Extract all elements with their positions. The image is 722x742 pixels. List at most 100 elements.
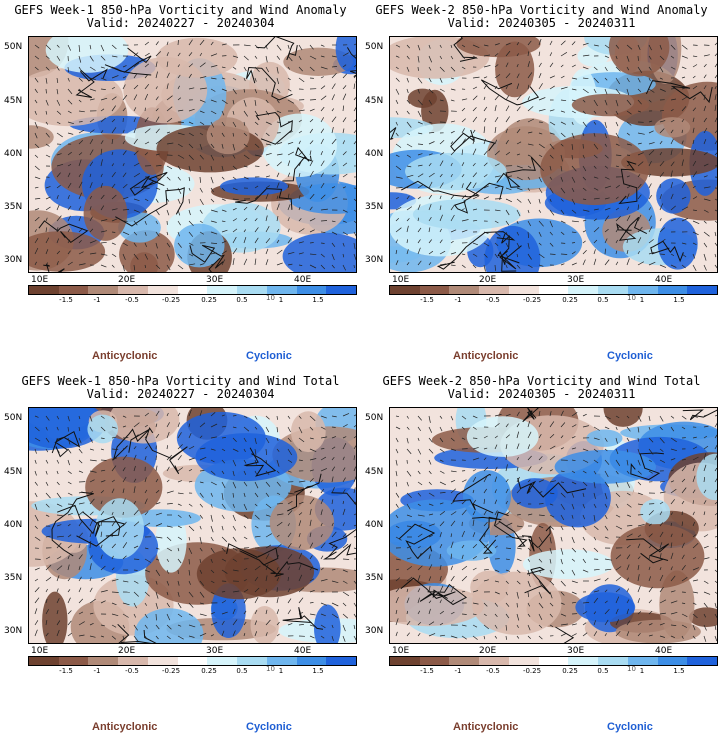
wind-vector (637, 183, 642, 189)
wind-vector (34, 587, 40, 593)
wind-vector (560, 435, 564, 439)
wind-vector (527, 624, 531, 631)
wind-vector (276, 228, 280, 233)
wind-vector (243, 632, 246, 637)
wind-vector (516, 198, 522, 203)
wind-vector (714, 569, 717, 573)
wind-vector (395, 609, 398, 615)
wind-vector (166, 525, 173, 528)
colorbar-unit: 10 (627, 665, 636, 673)
wind-vector (287, 121, 292, 123)
coastline (117, 623, 157, 643)
vorticity-map (28, 407, 357, 644)
wind-vector (199, 231, 204, 235)
wind-vector (34, 525, 38, 529)
wind-vector (659, 491, 666, 494)
wind-vector (34, 578, 39, 582)
wind-vector (439, 599, 442, 604)
wind-vector (450, 553, 453, 560)
wind-vector (395, 459, 398, 466)
coastline (256, 37, 298, 61)
coastline (115, 187, 185, 227)
wind-vector (560, 591, 565, 596)
wind-vector (155, 423, 158, 428)
wind-vector (188, 558, 190, 565)
wind-vector (221, 154, 225, 158)
wind-vector (714, 140, 717, 145)
wind-vector (461, 264, 466, 268)
wind-vector (320, 264, 326, 270)
wind-vector (309, 108, 315, 112)
wind-vector (210, 634, 215, 637)
wind-vector (254, 196, 259, 200)
wind-vector (450, 141, 454, 145)
wind-vector (353, 524, 356, 527)
wind-vector (78, 240, 82, 244)
wind-vector (483, 635, 486, 640)
wind-vector (659, 88, 666, 92)
wind-vector (89, 598, 96, 604)
wind-vector (417, 227, 422, 233)
wind-vector (450, 252, 457, 255)
colorbar-label: 1.5 (673, 296, 685, 304)
wind-vector (155, 242, 158, 249)
wind-vector (659, 437, 665, 444)
wind-vector (670, 182, 673, 189)
wind-vector (703, 209, 709, 213)
wind-vector (177, 503, 182, 506)
wind-vector (560, 470, 565, 473)
wind-vector (483, 510, 487, 516)
wind-vector (472, 107, 477, 112)
wind-vector (100, 521, 102, 527)
wind-vector (144, 498, 148, 505)
vorticity-contour (206, 117, 250, 155)
wind-vector (626, 99, 632, 106)
wind-vector (395, 514, 399, 519)
wind-vector (45, 448, 49, 453)
wind-vector (243, 621, 247, 626)
wind-vector (703, 425, 709, 428)
wind-vector (276, 99, 280, 104)
wind-vector (527, 176, 531, 180)
wind-vector (659, 120, 666, 123)
wind-vector (461, 509, 467, 516)
wind-vector (221, 547, 226, 553)
wind-vector (320, 578, 328, 582)
wind-vector (681, 96, 688, 101)
lon-label: 40E (294, 275, 312, 285)
wind-vector (549, 445, 556, 450)
wind-vector (342, 64, 347, 68)
wind-vector (692, 500, 694, 505)
wind-vector (483, 242, 490, 247)
wind-vector (538, 466, 543, 472)
wind-vector (395, 55, 400, 58)
wind-vector (615, 239, 618, 244)
wind-vector (571, 88, 577, 91)
wind-vector (582, 632, 588, 637)
wind-vector (538, 525, 544, 529)
wind-vector (89, 622, 94, 626)
wind-vector (188, 87, 195, 90)
wind-vector (155, 264, 161, 270)
wind-vector (483, 185, 489, 189)
wind-vector (428, 448, 434, 454)
wind-vector (166, 52, 169, 57)
wind-vector (309, 229, 315, 233)
wind-vector (210, 621, 218, 626)
wind-vector (483, 106, 488, 112)
colorbar-swatch (598, 286, 628, 294)
wind-vector (78, 459, 83, 464)
wind-vector (199, 470, 205, 472)
wind-vector (395, 110, 399, 115)
wind-vector (439, 182, 444, 189)
wind-vector (472, 590, 479, 593)
wind-vector (604, 514, 608, 520)
wind-vector (320, 208, 328, 211)
wind-vector (122, 107, 126, 112)
wind-vector (637, 481, 642, 486)
wind-vector (56, 459, 60, 464)
wind-vector (111, 151, 114, 156)
wind-vector (342, 522, 345, 527)
wind-vector (714, 489, 717, 494)
wind-vector (703, 435, 707, 439)
